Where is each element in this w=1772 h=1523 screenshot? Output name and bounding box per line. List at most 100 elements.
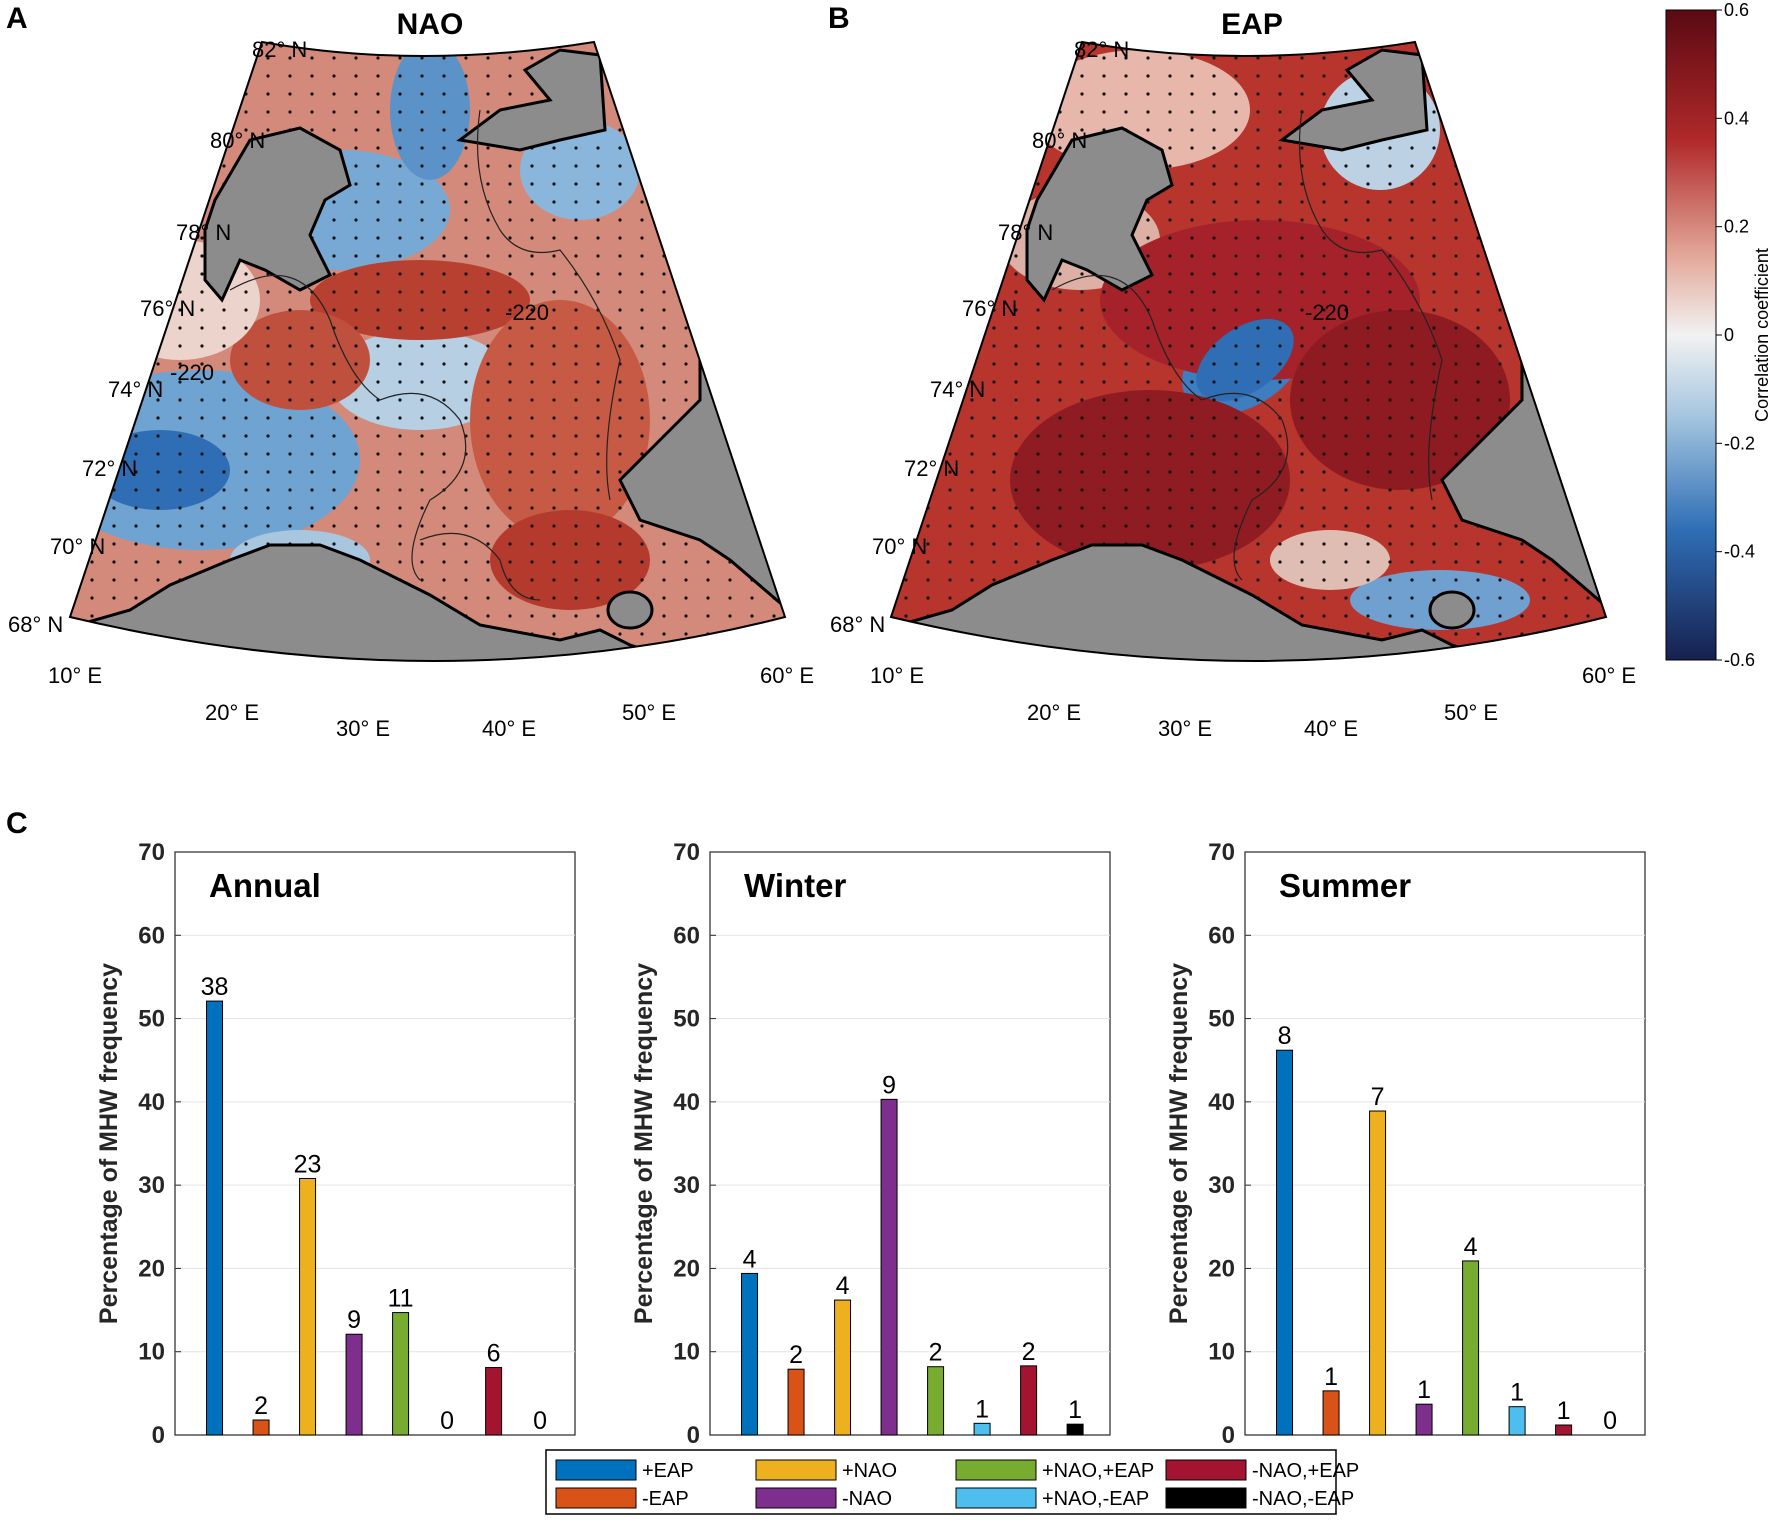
y-tick-label: 0 [687,1422,700,1449]
legend-swatch [955,1487,1037,1509]
y-tick-label: 40 [673,1089,700,1116]
bar-count-label: 9 [347,1306,361,1334]
legend-item: +NAO,+EAP [955,1459,1154,1482]
y-axis-label: Percentage of MHW frequency [630,963,658,1324]
chart-title: Annual [209,867,321,904]
colorbar-tick-label: 0.4 [1724,108,1749,128]
legend-swatch [555,1459,637,1481]
colorbar-tick-label: -0.4 [1724,542,1755,562]
legend-item: -EAP [555,1487,689,1510]
panel-letter-b: B [828,2,850,35]
bar-chart-winter: 0 10 20 30 40 50 60 70 Percentage of MHW frequen… [630,839,1111,1449]
bar-+NAO,+EAP [927,1366,945,1436]
legend-swatch [1165,1459,1247,1481]
legend-item: -NAO,+EAP [1165,1459,1359,1482]
y-tick-label: 10 [138,1339,165,1366]
latitude-label: 80° N [210,128,265,153]
legend-label: +NAO,+EAP [1042,1460,1154,1482]
longitude-label: 30° E [1158,716,1212,741]
latitude-label: 76° N [962,296,1017,321]
latitude-label: 72° N [82,456,137,481]
colorbar-tick-label: 0 [1724,325,1734,345]
contour-label: -220 [1305,300,1349,325]
bar-count-label: 0 [440,1407,454,1435]
y-tick-label: 10 [673,1339,700,1366]
map-title-eap: EAP [1221,8,1283,41]
legend-label: -NAO [842,1488,892,1510]
y-tick-label: 10 [1208,1339,1235,1366]
legend-swatch [755,1487,837,1509]
bar--EAP [252,1419,270,1436]
bathymetry-contour [419,532,541,601]
map-panel-eap: B EAP -220 82° N80° N78° N76° N74° N72° [828,2,1636,741]
y-tick-label: 30 [673,1172,700,1199]
map-frame [889,40,1608,662]
bar-count-label: 4 [743,1245,757,1273]
franz-josef-land [1278,48,1429,152]
longitude-label: 60° E [1582,663,1636,688]
latitude-label: 82° N [252,37,307,62]
latitude-label: 72° N [904,456,959,481]
bar-+NAO [834,1299,852,1436]
latitude-label: 68° N [830,612,885,637]
longitude-label: 40° E [1304,716,1358,741]
colorbar-tick-label: 0.6 [1724,0,1749,20]
bar-count-label: 1 [1324,1363,1338,1391]
y-tick-label: 50 [138,1006,165,1033]
kolguev-island [606,590,654,630]
bar--EAP [1322,1390,1340,1436]
y-tick-label: 0 [152,1422,165,1449]
legend-swatch [1165,1487,1247,1509]
latitude-label: 80° N [1032,128,1087,153]
bar--NAO [880,1098,898,1436]
y-tick-label: 0 [1222,1422,1235,1449]
y-tick-label: 70 [138,839,165,866]
latitude-label: 76° N [140,296,195,321]
svalbard-land [1025,126,1174,303]
y-axis-label: Percentage of MHW frequency [1165,963,1193,1324]
map-field-eap [891,42,1606,661]
colorbar-tick-label: 0.2 [1724,217,1749,237]
longitude-label: 50° E [622,700,676,725]
legend-item: +NAO,-EAP [955,1487,1149,1510]
legend-swatch [955,1459,1037,1481]
longitude-label: 40° E [482,716,536,741]
bar--NAO [1415,1403,1433,1436]
map-title-nao: NAO [397,8,464,41]
legend-item: +EAP [555,1459,694,1482]
longitude-label: 20° E [205,700,259,725]
latitude-label: 78° N [998,220,1053,245]
kolguev-island [1428,590,1476,630]
legend-swatch [555,1487,637,1509]
map-frame [68,40,787,662]
legend-label: +NAO [842,1460,897,1482]
map-panel-nao: A NAO -220 -220 [6,2,814,741]
y-tick-label: 20 [673,1255,700,1282]
plot-area [1244,851,1646,1436]
bar-count-label: 2 [789,1341,803,1369]
legend-label: -NAO,-EAP [1252,1488,1354,1510]
bar--EAP [787,1368,805,1436]
bar-count-label: 2 [1022,1338,1036,1366]
legend-label: -EAP [642,1488,689,1510]
contour-label: -220 [170,360,214,385]
mainland-coast [891,543,1606,661]
bar-+NAO [299,1177,317,1436]
y-tick-label: 40 [138,1089,165,1116]
legend-label: +EAP [642,1460,694,1482]
panel-letter-a: A [6,2,28,35]
colorbar-gradient [1665,9,1717,661]
bar--NAO [345,1333,363,1436]
bathymetry-contour [476,109,621,501]
y-tick-label: 60 [138,922,165,949]
longitude-label: 30° E [336,716,390,741]
latitude-label: 70° N [50,534,105,559]
legend-label: +NAO,-EAP [1042,1488,1149,1510]
bar--NAO,+EAP [1020,1365,1038,1436]
bar-+NAO,-EAP [973,1422,991,1436]
bar-+NAO,-EAP [1508,1406,1526,1436]
y-axis-label: Percentage of MHW frequency [95,963,123,1324]
